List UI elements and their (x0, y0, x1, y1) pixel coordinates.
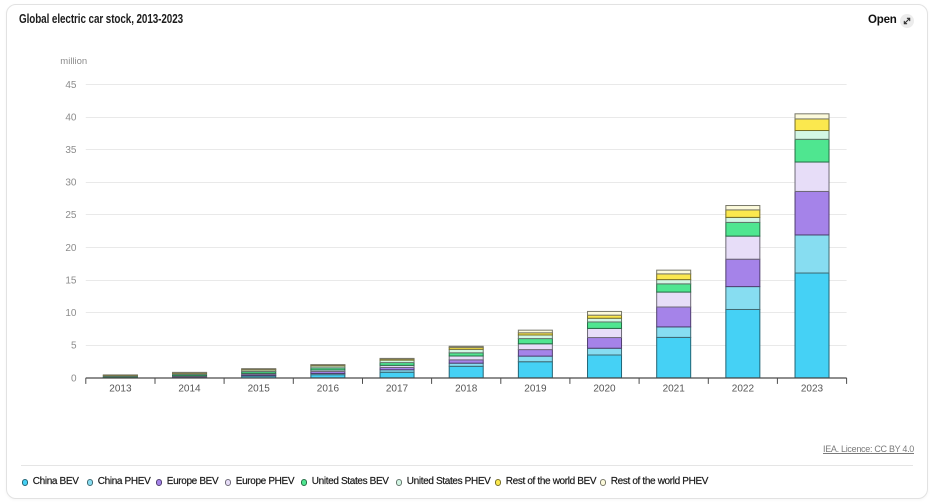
svg-text:35: 35 (65, 145, 77, 156)
svg-text:2019: 2019 (524, 384, 547, 395)
svg-text:2015: 2015 (248, 384, 271, 395)
svg-text:2017: 2017 (386, 384, 409, 395)
svg-text:2020: 2020 (593, 384, 616, 395)
svg-text:2023: 2023 (801, 384, 824, 395)
svg-text:40: 40 (65, 112, 77, 123)
svg-text:10: 10 (65, 308, 77, 319)
svg-text:20: 20 (65, 243, 77, 254)
svg-text:45: 45 (65, 80, 77, 91)
svg-text:2021: 2021 (663, 384, 686, 395)
svg-text:2014: 2014 (178, 384, 201, 395)
svg-text:0: 0 (71, 373, 77, 384)
svg-text:25: 25 (65, 210, 77, 221)
svg-text:2022: 2022 (732, 384, 755, 395)
svg-text:2018: 2018 (455, 384, 478, 395)
svg-text:2013: 2013 (109, 384, 132, 395)
svg-text:2016: 2016 (317, 384, 340, 395)
svg-text:15: 15 (65, 276, 77, 287)
svg-text:30: 30 (65, 178, 77, 189)
svg-text:million: million (60, 56, 87, 67)
svg-text:5: 5 (71, 341, 77, 352)
